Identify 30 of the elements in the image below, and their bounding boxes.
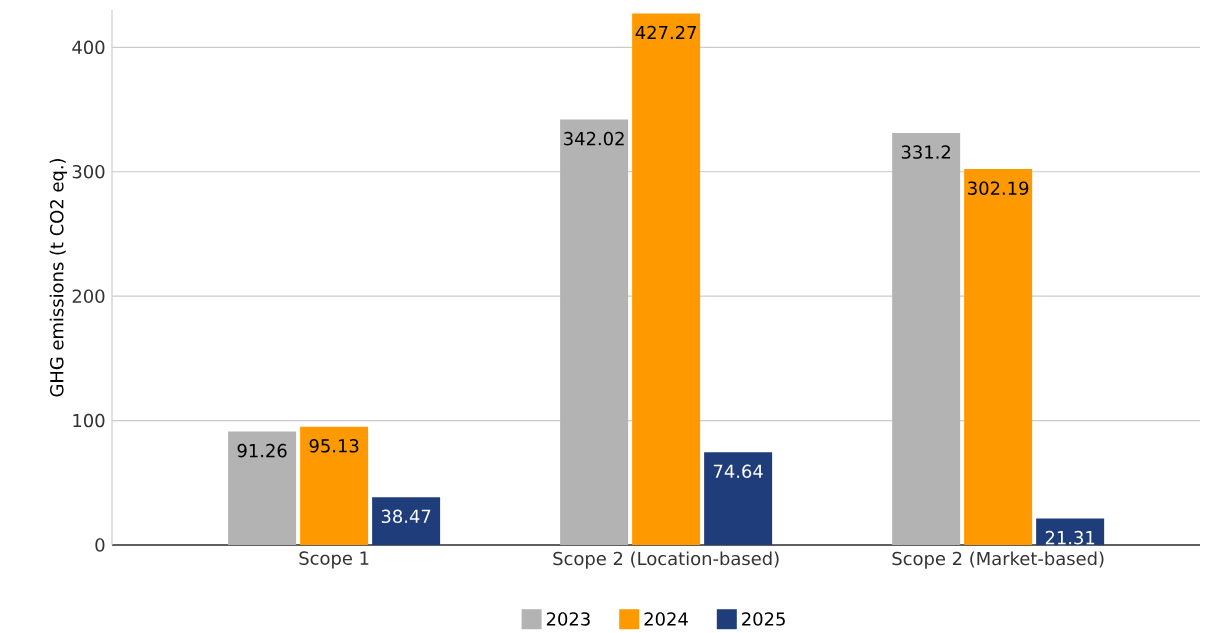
bar [892,132,961,545]
x-tick-label: Scope 2 (Market-based) [892,551,1104,569]
data-label: 91.26 [237,443,287,458]
y-tick-label: 200 [72,289,105,303]
data-label: 74.64 [713,464,763,479]
bar [300,426,369,545]
bar [228,431,297,545]
x-tick-label: Scope 1 [299,551,369,569]
legend-label: 2023 [546,612,590,626]
bar [1036,518,1105,545]
data-label: 95.13 [309,439,359,453]
y-tick-label: 300 [72,164,105,179]
bar [704,452,773,545]
legend-label: 2024 [644,612,688,626]
data-label: 38.47 [381,509,431,524]
y-tick-label: 100 [73,413,105,428]
bar [964,169,1033,545]
data-label: 331.2 [901,145,951,159]
data-label: 302.19 [968,181,1029,195]
y-tick-label: 0 [95,538,105,552]
bar [632,13,701,545]
data-label: 342.02 [564,131,624,146]
bar [560,119,629,545]
data-label: 427.27 [635,25,696,40]
data-label: 21.31 [1045,530,1095,545]
x-tick-label: Scope 2 (Location-based) [553,551,779,569]
bar [372,497,441,545]
y-tick-label: 400 [72,40,105,55]
legend-label: 2025 [742,612,785,626]
y-axis-title: GHG emissions (t CO2 eq.) [49,158,68,397]
